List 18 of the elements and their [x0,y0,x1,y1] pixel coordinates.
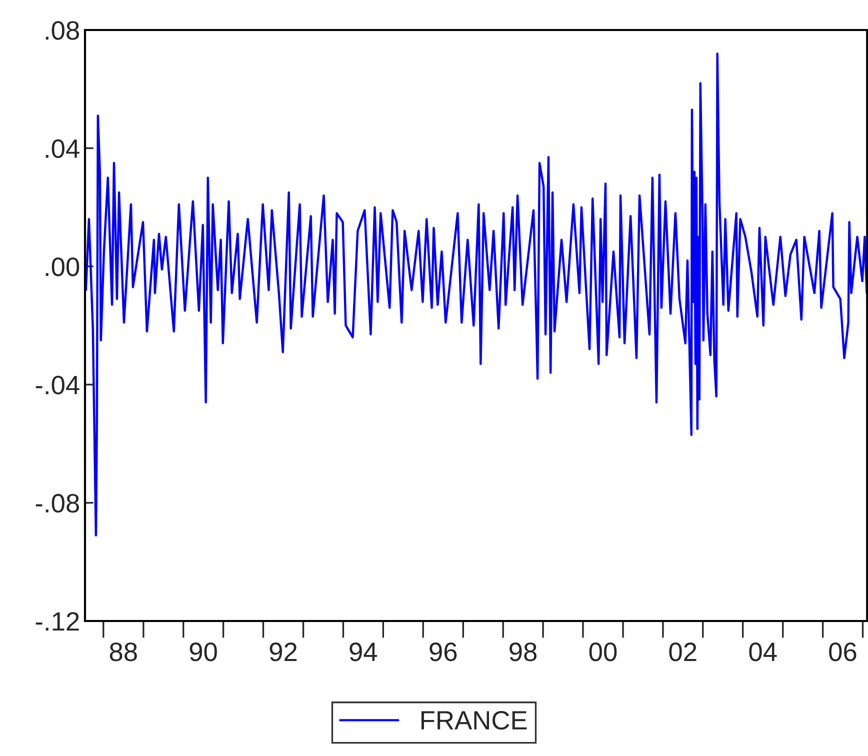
x-tick-label: 92 [270,642,297,662]
x-tick-label: 98 [510,642,537,662]
y-tick-label: .04 [46,139,80,158]
x-tick-label: 96 [430,642,457,662]
x-tick-label: 06 [829,642,856,662]
line-series [85,52,868,536]
x-tick-label: 02 [669,642,696,662]
x-tick-label: 94 [350,642,378,662]
x-tick-label: 04 [749,642,777,662]
x-tick-label: 00 [589,642,617,662]
legend-label: FRANCE [422,710,527,730]
x-tick-label: 88 [110,642,137,662]
y-tick-label: -.08 [36,494,79,513]
y-tick-label: -.12 [36,612,79,631]
y-tick-label: .08 [46,21,79,40]
y-tick-label: -.04 [36,376,80,394]
y-tick-label: .00 [46,258,80,276]
x-tick-label: 90 [190,642,217,662]
